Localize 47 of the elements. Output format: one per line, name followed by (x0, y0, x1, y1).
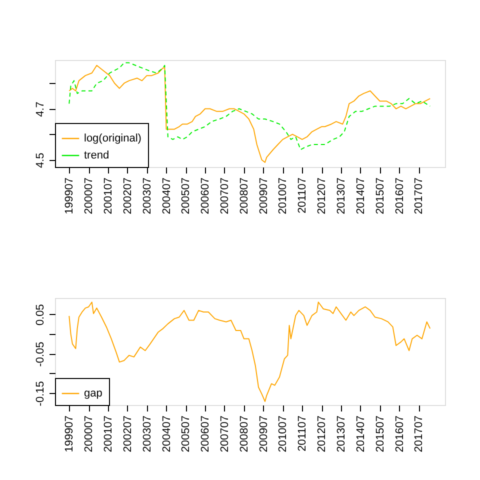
x-tick-label: 200707 (218, 178, 231, 214)
x-tick-label: 201307 (336, 416, 348, 452)
x-tick-label: 200207 (122, 416, 134, 452)
y-tick-label: -0.05 (34, 342, 46, 367)
x-tick-label: 200807 (238, 416, 250, 452)
x-tick-label: 200907 (258, 416, 270, 452)
x-tick-label: 200507 (180, 178, 192, 214)
x-tick-label: 201707 (413, 416, 426, 452)
x-tick-label: 201607 (394, 178, 406, 214)
x-tick-label: 201707 (413, 178, 426, 214)
legend-label: gap (84, 388, 102, 400)
x-tick-label: 201007 (277, 178, 290, 214)
x-tick-label: 200607 (200, 416, 212, 452)
line-series (68, 302, 431, 402)
x-tick-label: 201407 (354, 178, 367, 214)
x-tick-label: 201507 (374, 416, 386, 452)
x-tick-label: 200507 (180, 416, 192, 452)
y-tick-label: 4.5 (34, 152, 46, 168)
x-tick-label: 201207 (316, 416, 328, 452)
x-tick-label: 200307 (141, 416, 154, 452)
x-tick-label: 200107 (102, 416, 115, 452)
x-tick-label: 199907 (64, 178, 76, 214)
x-tick-label: 200107 (102, 178, 115, 214)
x-tick-label: 200007 (83, 178, 96, 214)
x-tick-label: 201007 (277, 416, 290, 452)
x-tick-label: 201407 (354, 416, 367, 452)
x-tick-label: 200407 (160, 178, 173, 214)
x-tick-label: 200607 (200, 178, 212, 214)
y-tick-label: 4.7 (34, 102, 46, 117)
x-tick-label: 201107 (296, 178, 309, 214)
x-tick-label: 199907 (64, 416, 76, 452)
legend-label: log(original) (84, 132, 142, 144)
x-tick-label: 200707 (218, 416, 231, 452)
x-tick-label: 200007 (83, 416, 96, 452)
x-tick-label: 201607 (394, 416, 406, 452)
x-tick-label: 201207 (316, 178, 328, 214)
x-tick-label: 200907 (258, 178, 270, 214)
y-tick-label: -0.15 (34, 381, 46, 406)
x-tick-label: 200807 (238, 178, 250, 214)
x-tick-label: 201307 (336, 178, 348, 214)
y-tick-label: 0.05 (34, 304, 46, 326)
x-tick-label: 200207 (122, 178, 134, 214)
x-tick-label: 201107 (296, 416, 309, 452)
x-tick-label: 201507 (374, 178, 386, 214)
x-tick-label: 200407 (160, 416, 173, 452)
x-tick-label: 200307 (141, 178, 154, 214)
legend-label: trend (84, 150, 110, 162)
